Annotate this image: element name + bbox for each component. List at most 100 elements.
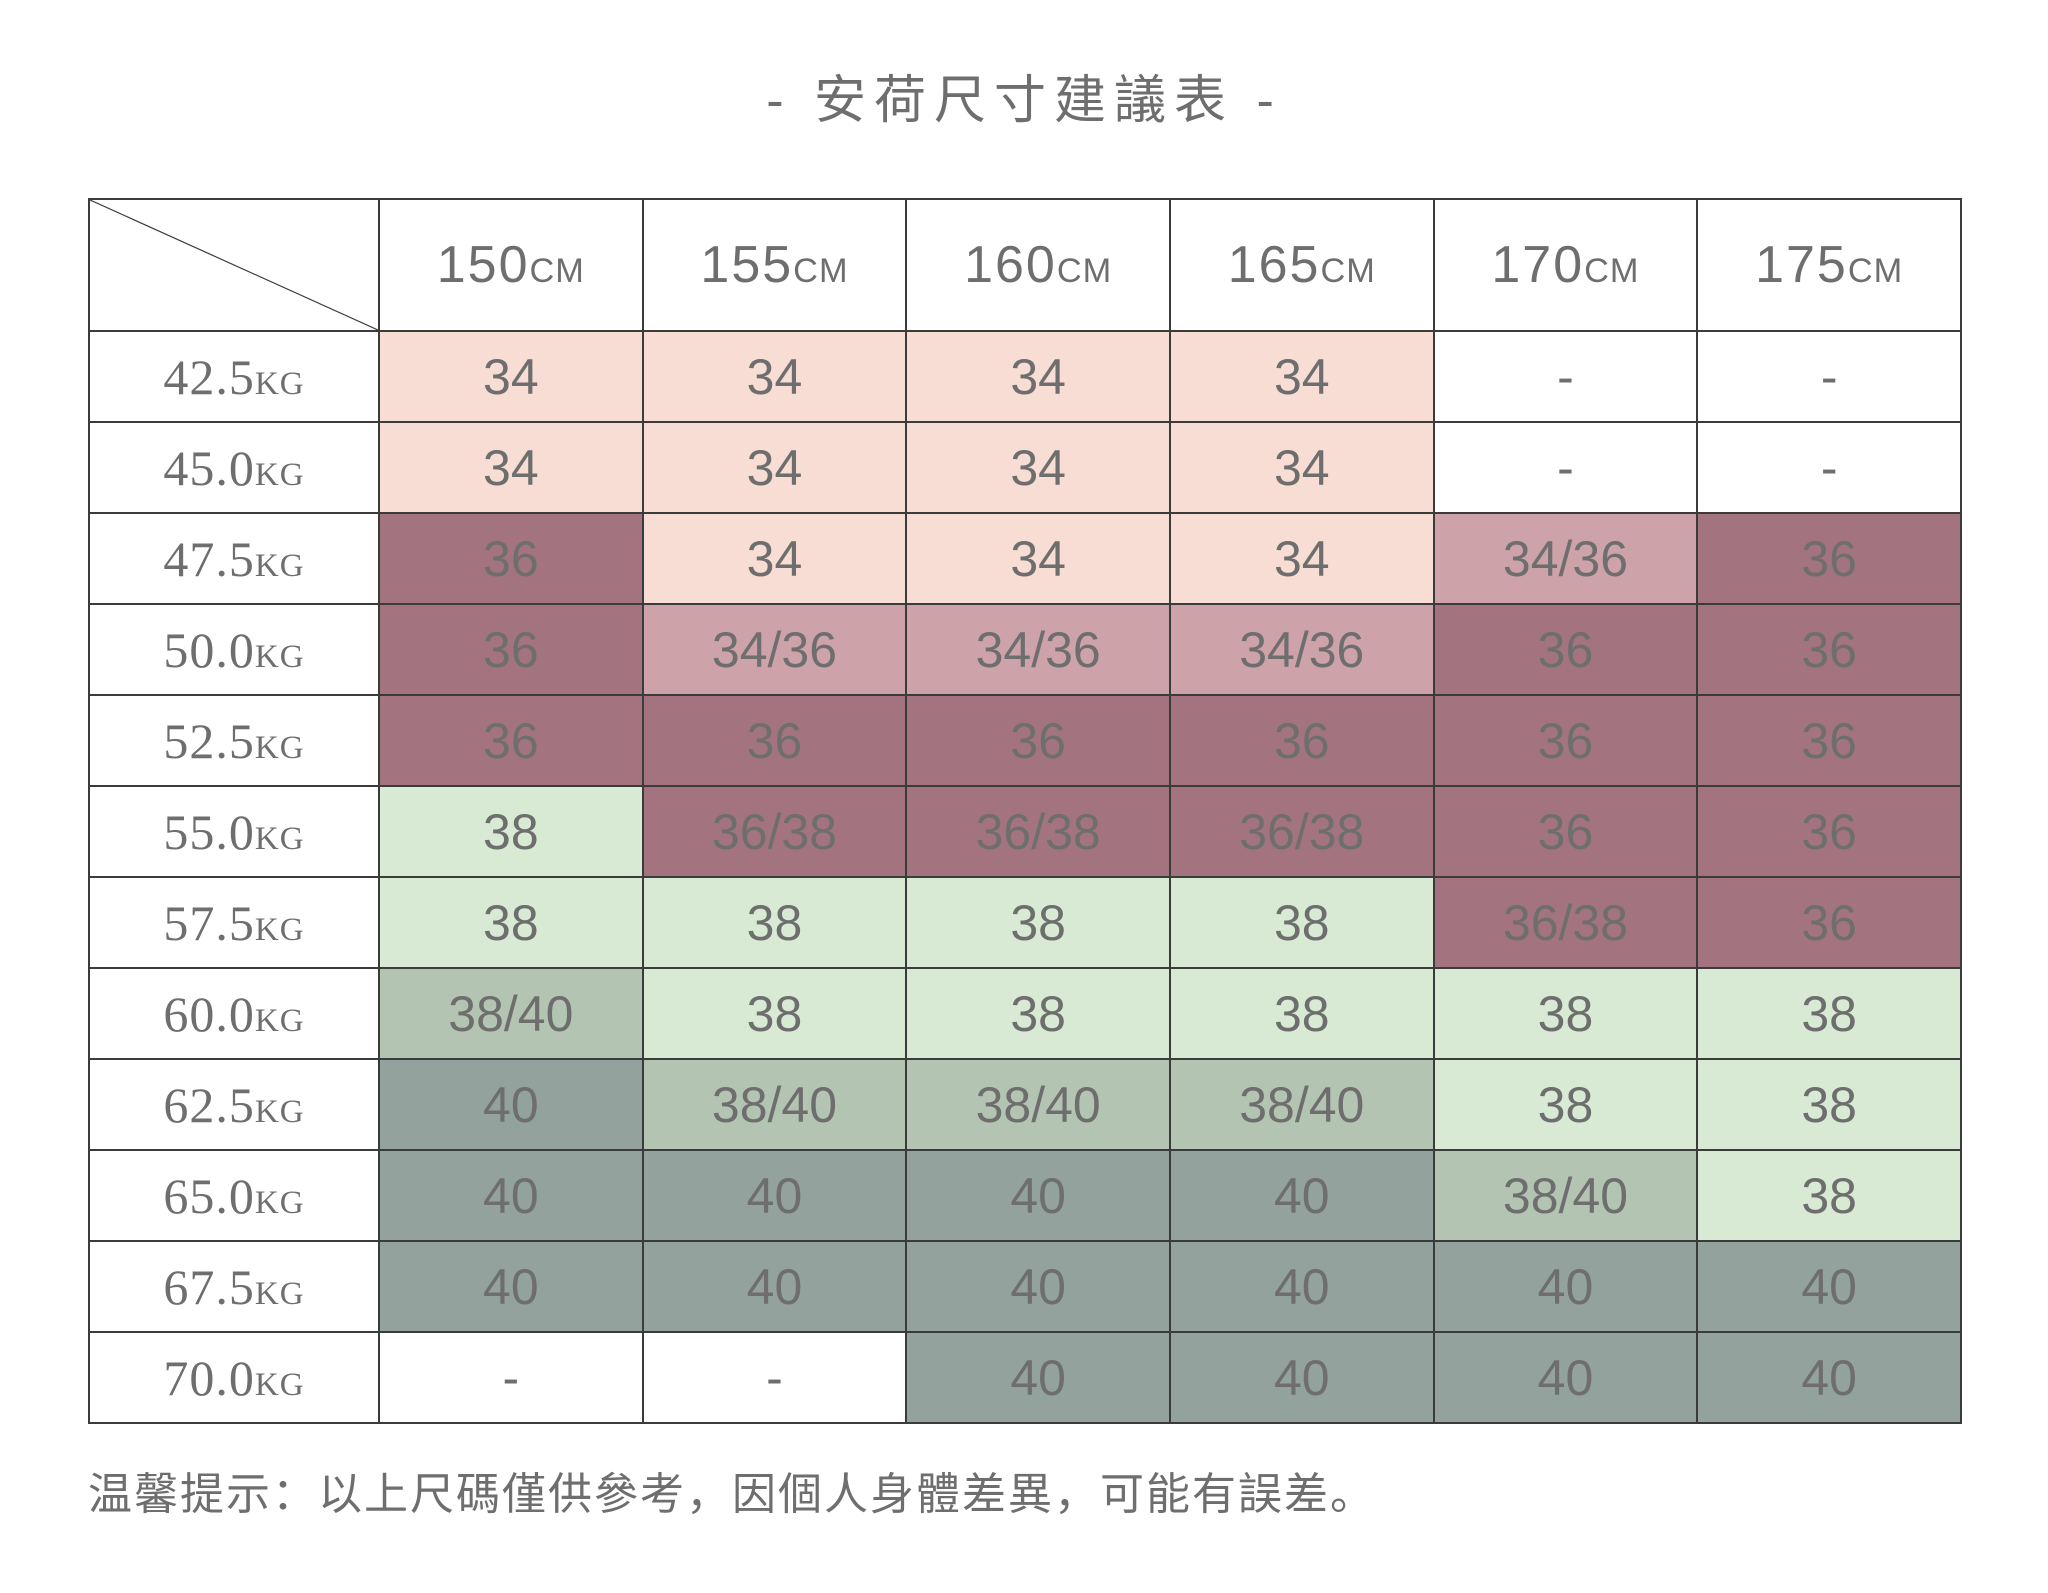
weight-unit-label: KG <box>254 1184 305 1221</box>
weight-value: 65.0 <box>163 1167 255 1224</box>
table-row: 47.5KG 36 34 34 34 34/36 36 <box>88 512 1962 605</box>
size-cell: 34/36 <box>1168 603 1435 696</box>
size-cell: 38 <box>1168 967 1435 1060</box>
weight-value: 67.5 <box>163 1258 255 1315</box>
size-cell: 40 <box>1168 1240 1435 1333</box>
column-header-170cm: 170CM <box>1432 198 1699 332</box>
size-cell: 40 <box>905 1331 1171 1424</box>
size-cell: 38 <box>905 967 1171 1060</box>
table-row: 65.0KG 40 40 40 40 38/40 38 <box>88 1149 1962 1242</box>
height-unit-label: CM <box>1056 252 1113 290</box>
column-header-155cm: 155CM <box>641 198 908 332</box>
corner-cell <box>88 198 380 332</box>
size-cell: 34 <box>378 421 644 514</box>
size-cell: 40 <box>1696 1240 1962 1333</box>
size-cell: 40 <box>378 1240 644 1333</box>
size-cell: 40 <box>641 1240 908 1333</box>
row-header-65.0kg: 65.0KG <box>88 1149 380 1242</box>
size-cell: 36 <box>1696 785 1962 878</box>
size-cell: 38 <box>378 876 644 969</box>
diagonal-divider-icon <box>90 200 378 330</box>
size-cell: 34 <box>905 421 1171 514</box>
table-row: 62.5KG 40 38/40 38/40 38/40 38 38 <box>88 1058 1962 1151</box>
size-cell: 36 <box>1432 603 1699 696</box>
height-value: 150 <box>436 236 530 294</box>
row-header-67.5kg: 67.5KG <box>88 1240 380 1333</box>
size-cell: 38 <box>641 876 908 969</box>
height-unit-label: CM <box>793 252 849 290</box>
weight-unit-label: KG <box>254 638 305 675</box>
table-row: 45.0KG 34 34 34 34- - <box>88 421 1962 514</box>
size-cell: 40 <box>1168 1331 1435 1424</box>
size-cell: 34 <box>1168 330 1435 423</box>
size-cell: 38 <box>905 876 1171 969</box>
table-row: 67.5KG 40 40 40 40 40 40 <box>88 1240 1962 1333</box>
size-cell: - <box>1696 330 1962 423</box>
table-row: 57.5KG 38 38 38 38 36/38 36 <box>88 876 1962 969</box>
size-cell: 36 <box>1696 694 1962 787</box>
size-cell: 38 <box>378 785 644 878</box>
size-cell: 36 <box>1696 512 1962 605</box>
row-header-62.5kg: 62.5KG <box>88 1058 380 1151</box>
size-cell: 40 <box>378 1149 644 1242</box>
size-cell: 34/36 <box>905 603 1171 696</box>
size-cell: 34 <box>1168 512 1435 605</box>
height-value: 155 <box>700 236 794 294</box>
size-cell: 38/40 <box>905 1058 1171 1151</box>
row-header-70.0kg: 70.0KG <box>88 1331 380 1424</box>
size-cell: 36 <box>1696 876 1962 969</box>
size-cell: 40 <box>905 1149 1171 1242</box>
weight-value: 42.5 <box>163 348 255 405</box>
size-cell: - <box>1432 330 1699 423</box>
height-value: 165 <box>1227 236 1321 294</box>
size-cell: 40 <box>905 1240 1171 1333</box>
size-cell: - <box>1696 421 1962 514</box>
footer-note: 温馨提示：以上尺碼僅供參考，因個人身體差異，可能有誤差。 <box>88 1470 1376 1519</box>
weight-unit-label: KG <box>254 365 305 402</box>
height-unit-label: CM <box>529 252 585 290</box>
size-cell: 40 <box>378 1058 644 1151</box>
row-header-45.0kg: 45.0KG <box>88 421 380 514</box>
size-cell: 34 <box>641 512 908 605</box>
table-row: 50.0KG 36 34/36 34/36 34/36 36 36 <box>88 603 1962 696</box>
size-cell: 40 <box>1432 1240 1699 1333</box>
weight-unit-label: KG <box>254 911 305 948</box>
table-row: 70.0KG - -40 40 40 40 <box>88 1331 1962 1424</box>
size-cell: 40 <box>641 1149 908 1242</box>
weight-unit-label: KG <box>254 729 305 766</box>
weight-unit-label: KG <box>254 1275 305 1312</box>
size-cell: 38 <box>641 967 908 1060</box>
size-cell: 38 <box>1696 967 1962 1060</box>
size-cell: 36/38 <box>1432 876 1699 969</box>
header-row: 150CM 155CM 160CM 165CM 170CM 175CM <box>88 198 1962 332</box>
table-row: 60.0KG 38/40 38 38 38 38 38 <box>88 967 1962 1060</box>
size-cell: 36 <box>905 694 1171 787</box>
size-cell: 36 <box>1432 694 1699 787</box>
size-cell: 38 <box>1168 876 1435 969</box>
size-cell: 38 <box>1432 967 1699 1060</box>
weight-value: 57.5 <box>163 894 255 951</box>
height-unit-label: CM <box>1320 252 1376 290</box>
size-cell: 36 <box>378 512 644 605</box>
height-value: 175 <box>1755 236 1848 294</box>
column-header-160cm: 160CM <box>905 198 1171 332</box>
height-unit-label: CM <box>1584 252 1640 290</box>
size-cell: 38 <box>1696 1149 1962 1242</box>
row-header-42.5kg: 42.5KG <box>88 330 380 423</box>
column-header-175cm: 175CM <box>1696 198 1962 332</box>
size-cell: 38 <box>1696 1058 1962 1151</box>
row-header-47.5kg: 47.5KG <box>88 512 380 605</box>
weight-value: 50.0 <box>163 621 255 678</box>
size-cell: 40 <box>1696 1331 1962 1424</box>
size-cell: 36/38 <box>1168 785 1435 878</box>
size-cell: 34 <box>641 330 908 423</box>
column-header-165cm: 165CM <box>1168 198 1435 332</box>
size-cell: 36 <box>1432 785 1699 878</box>
size-cell: 38/40 <box>1168 1058 1435 1151</box>
weight-unit-label: KG <box>254 1002 305 1039</box>
weight-unit-label: KG <box>254 1093 305 1130</box>
weight-value: 70.0 <box>163 1349 255 1406</box>
size-cell: 36 <box>641 694 908 787</box>
weight-value: 62.5 <box>163 1076 255 1133</box>
size-table-body: 42.5KG 34 34 34 34- -45.0KG 34 34 34 34- -47.5KG 36… <box>88 330 1962 1424</box>
